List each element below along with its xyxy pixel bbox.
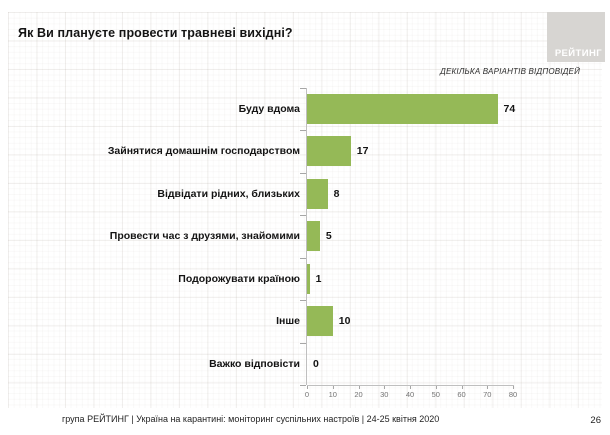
page-title: Як Ви плануєте провести травневі вихідні… bbox=[18, 26, 293, 40]
value-label: 0 bbox=[313, 357, 319, 370]
x-tick-label: 50 bbox=[431, 390, 440, 399]
y-axis-line bbox=[306, 87, 307, 385]
x-tick-label: 80 bbox=[508, 390, 518, 399]
value-label: 10 bbox=[338, 315, 351, 328]
bar-segment bbox=[307, 306, 333, 337]
x-axis-tick bbox=[435, 386, 437, 389]
category-label: Відвідати рідних, близьких bbox=[157, 187, 300, 200]
value-label: 8 bbox=[333, 187, 340, 200]
x-tick-label: 40 bbox=[405, 390, 415, 399]
category-tick bbox=[300, 215, 306, 216]
x-tick-label: 10 bbox=[328, 390, 337, 399]
category-label: Важко відповісти bbox=[209, 357, 300, 370]
category-tick bbox=[300, 257, 306, 259]
x-axis-tick bbox=[307, 386, 308, 389]
category-tick bbox=[300, 385, 306, 386]
category-label: Інше bbox=[276, 315, 300, 328]
graph-paper-background bbox=[8, 12, 602, 408]
category-label: Подорожувати країною bbox=[178, 272, 300, 285]
bar-segment bbox=[307, 93, 498, 124]
page-number: 26 bbox=[590, 415, 601, 426]
category-tick bbox=[300, 342, 306, 344]
x-tick-label: 0 bbox=[304, 390, 310, 399]
x-axis-tick bbox=[358, 386, 360, 389]
category-tick bbox=[300, 87, 306, 89]
x-axis-tick bbox=[461, 386, 463, 389]
x-axis-tick bbox=[332, 386, 334, 389]
x-axis-tick bbox=[410, 386, 411, 389]
multiple-answers-note: ДЕКІЛЬКА ВАРІАНТІВ ВІДПОВІДЕЙ bbox=[440, 67, 580, 76]
bar-segment bbox=[307, 263, 310, 294]
rating-group-logo: РЕЙТИНГ bbox=[547, 12, 605, 62]
bar-segment bbox=[307, 178, 328, 209]
x-axis-tick bbox=[513, 386, 514, 389]
category-label: Провести час з друзями, знайомими bbox=[109, 230, 300, 243]
value-label: 74 bbox=[503, 102, 516, 115]
x-tick-label: 30 bbox=[380, 390, 389, 399]
bar-segment bbox=[307, 221, 320, 252]
footer-source-line: група РЕЙТИНГ | Україна на карантині: мо… bbox=[62, 414, 440, 424]
x-axis-line bbox=[307, 385, 514, 386]
category-tick bbox=[300, 300, 306, 301]
value-label: 17 bbox=[356, 145, 369, 158]
x-tick-label: 20 bbox=[354, 390, 363, 399]
category-tick bbox=[300, 130, 306, 131]
category-tick bbox=[300, 172, 306, 174]
x-axis-tick bbox=[384, 386, 386, 389]
value-label: 1 bbox=[315, 272, 322, 285]
x-tick-label: 60 bbox=[457, 390, 466, 399]
value-label: 5 bbox=[325, 230, 332, 243]
x-axis-tick bbox=[487, 386, 489, 389]
x-tick-label: 70 bbox=[483, 390, 492, 399]
rating-logo-text: РЕЙТИНГ bbox=[554, 48, 602, 59]
bar-segment bbox=[307, 136, 351, 167]
category-label: Буду вдома bbox=[238, 102, 300, 115]
category-label: Зайнятися домашнім господарством bbox=[107, 145, 300, 158]
